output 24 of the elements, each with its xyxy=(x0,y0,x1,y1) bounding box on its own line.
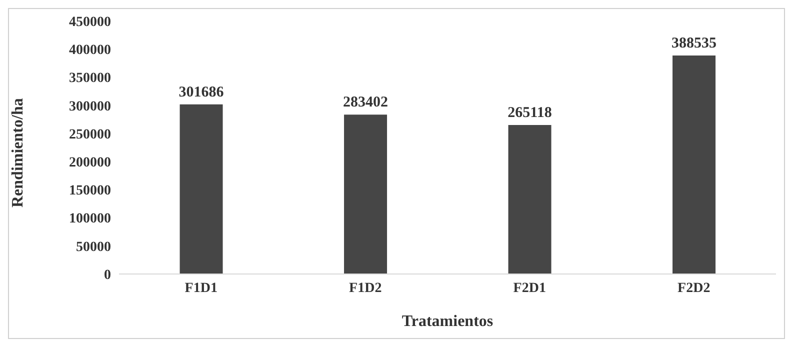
data-label: 301686 xyxy=(178,84,224,100)
y-tick-label: 300000 xyxy=(69,99,111,114)
y-tick-label: 50000 xyxy=(76,240,111,255)
data-label: 388535 xyxy=(672,36,717,52)
bar xyxy=(344,114,388,274)
y-tick-label: 350000 xyxy=(69,71,111,86)
y-tick-label: 100000 xyxy=(69,212,111,227)
x-tick-label: F1D2 xyxy=(349,280,382,296)
x-axis-title: Tratamientos xyxy=(402,313,494,330)
y-axis-title: Rendimiento/ha xyxy=(10,98,27,208)
y-tick-label: 400000 xyxy=(69,43,111,58)
y-tick-label: 250000 xyxy=(69,127,111,142)
data-label: 265118 xyxy=(508,104,552,121)
bar xyxy=(508,124,552,274)
y-tick-label: 200000 xyxy=(69,156,111,171)
data-label: 283402 xyxy=(343,94,388,111)
x-tick-label: F2D1 xyxy=(513,280,546,296)
x-tick-label: F2D2 xyxy=(678,280,710,296)
bar xyxy=(180,104,223,274)
y-tick-label: 450000 xyxy=(69,14,111,30)
bar xyxy=(672,56,716,274)
y-tick-label: 0 xyxy=(104,268,111,283)
y-tick-label: 150000 xyxy=(69,184,111,199)
x-tick-label: F1D1 xyxy=(184,280,218,296)
